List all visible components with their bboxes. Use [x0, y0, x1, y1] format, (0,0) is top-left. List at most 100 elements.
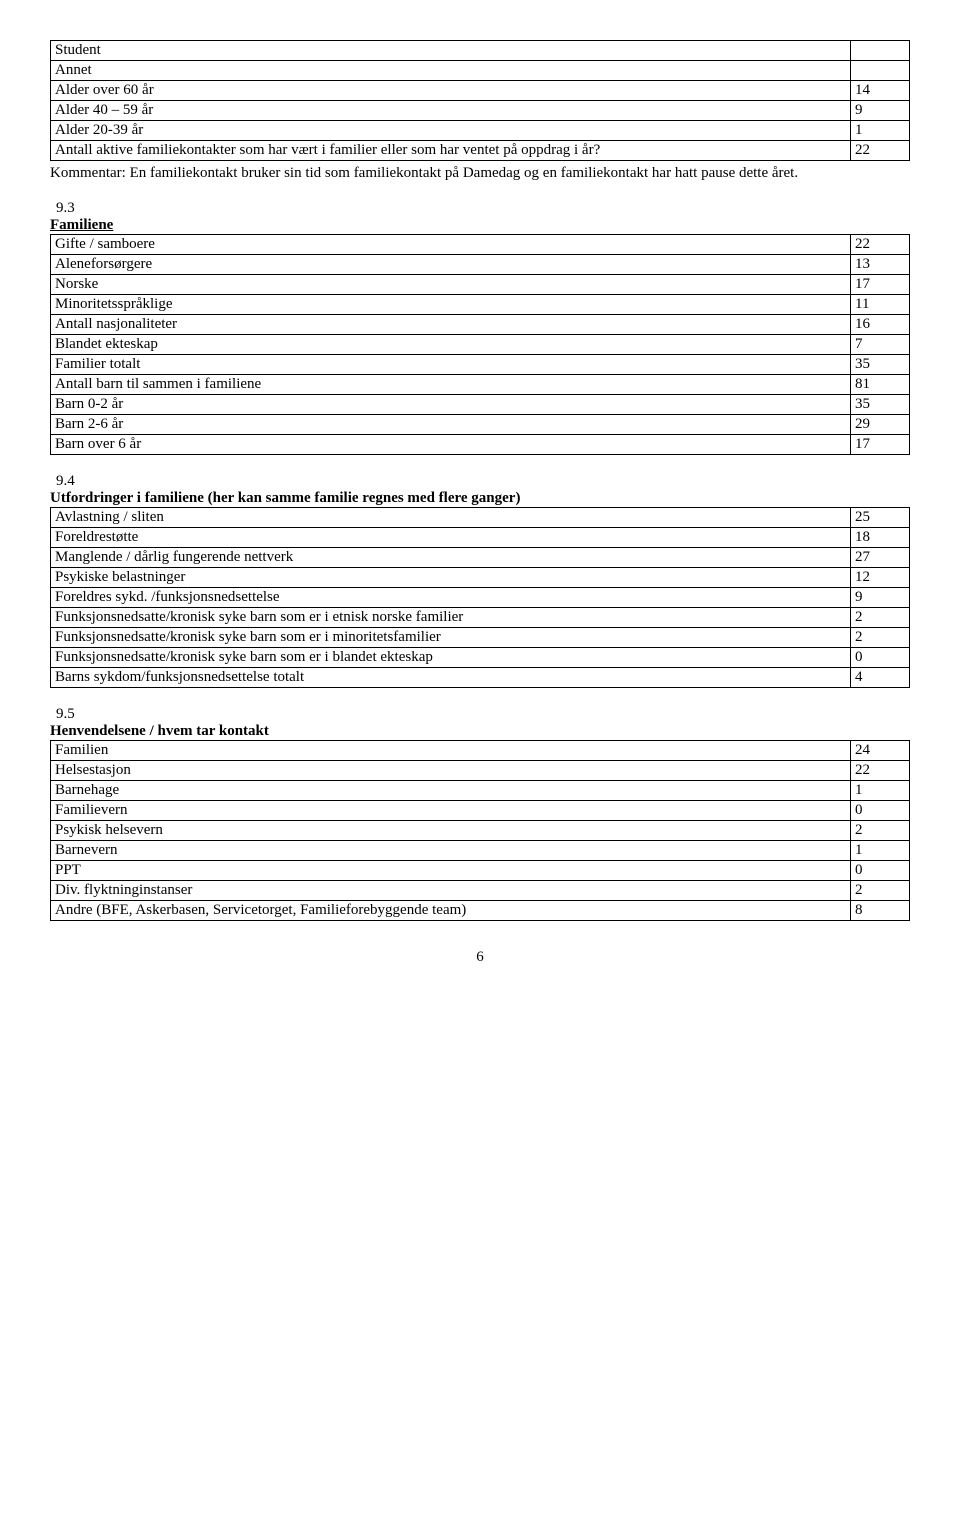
row-label: Alder 40 – 59 år — [51, 101, 851, 121]
row-label: Barnehage — [51, 781, 851, 801]
table-row: Barn 0-2 år35 — [51, 395, 910, 415]
section-9-4-number: 9.4 — [56, 473, 910, 490]
row-value: 25 — [851, 508, 910, 528]
table-row: Barn 2-6 år29 — [51, 415, 910, 435]
row-label: Gifte / samboere — [51, 235, 851, 255]
row-value: 16 — [851, 315, 910, 335]
table-row: Alder 20-39 år1 — [51, 121, 910, 141]
table-9-5-body: Familien24Helsestasjon22Barnehage1Famili… — [51, 741, 910, 921]
table-row: Antall nasjonaliteter16 — [51, 315, 910, 335]
row-label: Annet — [51, 61, 851, 81]
row-label: Student — [51, 41, 851, 61]
section-9-3-title: Familiene — [50, 217, 910, 234]
row-label: Foreldres sykd. /funksjonsnedsettelse — [51, 588, 851, 608]
table-row: Norske17 — [51, 275, 910, 295]
row-value: 0 — [851, 801, 910, 821]
table-row: Div. flyktninginstanser2 — [51, 881, 910, 901]
table-row: Barnevern1 — [51, 841, 910, 861]
row-label: Familievern — [51, 801, 851, 821]
row-label: Foreldrestøtte — [51, 528, 851, 548]
table-row: Alder 40 – 59 år9 — [51, 101, 910, 121]
row-label: Funksjonsnedsatte/kronisk syke barn som … — [51, 608, 851, 628]
row-label: Alder 20-39 år — [51, 121, 851, 141]
row-value: 4 — [851, 668, 910, 688]
table-9-3-body: Gifte / samboere22Aleneforsørgere13Norsk… — [51, 235, 910, 455]
row-value: 8 — [851, 901, 910, 921]
row-label: PPT — [51, 861, 851, 881]
table-row: Psykisk helsevern2 — [51, 821, 910, 841]
table-row: Antall barn til sammen i familiene81 — [51, 375, 910, 395]
row-value: 9 — [851, 588, 910, 608]
row-value: 35 — [851, 355, 910, 375]
table-row: Manglende / dårlig fungerende nettverk27 — [51, 548, 910, 568]
row-value: 2 — [851, 608, 910, 628]
table-row: Annet — [51, 61, 910, 81]
row-value: 22 — [851, 141, 910, 161]
row-value: 17 — [851, 435, 910, 455]
table-row: Antall aktive familiekontakter som har v… — [51, 141, 910, 161]
row-value: 2 — [851, 821, 910, 841]
table-row: Gifte / samboere22 — [51, 235, 910, 255]
row-label: Psykiske belastninger — [51, 568, 851, 588]
table-row: Barnehage1 — [51, 781, 910, 801]
row-label: Funksjonsnedsatte/kronisk syke barn som … — [51, 648, 851, 668]
table-row: Barns sykdom/funksjonsnedsettelse totalt… — [51, 668, 910, 688]
table-row: Avlastning / sliten25 — [51, 508, 910, 528]
section-9-4-title: Utfordringer i familiene (her kan samme … — [50, 490, 910, 507]
row-label: Helsestasjon — [51, 761, 851, 781]
row-label: Barn over 6 år — [51, 435, 851, 455]
row-label: Minoritetsspråklige — [51, 295, 851, 315]
row-value — [851, 61, 910, 81]
table-9-4-body: Avlastning / sliten25Foreldrestøtte18Man… — [51, 508, 910, 688]
row-label: Aleneforsørgere — [51, 255, 851, 275]
table-9-3: Gifte / samboere22Aleneforsørgere13Norsk… — [50, 234, 910, 455]
table-row: Familier totalt35 — [51, 355, 910, 375]
table-row: Familien24 — [51, 741, 910, 761]
table-row: Minoritetsspråklige11 — [51, 295, 910, 315]
row-label: Div. flyktninginstanser — [51, 881, 851, 901]
row-value: 14 — [851, 81, 910, 101]
table-row: Familievern0 — [51, 801, 910, 821]
row-label: Blandet ekteskap — [51, 335, 851, 355]
row-value: 17 — [851, 275, 910, 295]
row-value: 12 — [851, 568, 910, 588]
table-row: Helsestasjon22 — [51, 761, 910, 781]
table-row: Foreldrestøtte18 — [51, 528, 910, 548]
table-row: Funksjonsnedsatte/kronisk syke barn som … — [51, 628, 910, 648]
row-label: Manglende / dårlig fungerende nettverk — [51, 548, 851, 568]
row-label: Familien — [51, 741, 851, 761]
row-value: 2 — [851, 628, 910, 648]
table-row: PPT0 — [51, 861, 910, 881]
row-value: 1 — [851, 121, 910, 141]
table-row: Barn over 6 år17 — [51, 435, 910, 455]
row-label: Alder over 60 år — [51, 81, 851, 101]
row-value: 13 — [851, 255, 910, 275]
row-value: 81 — [851, 375, 910, 395]
page-number: 6 — [50, 949, 910, 966]
row-value — [851, 41, 910, 61]
row-label: Barnevern — [51, 841, 851, 861]
table-row: Funksjonsnedsatte/kronisk syke barn som … — [51, 648, 910, 668]
table-row: Andre (BFE, Askerbasen, Servicetorget, F… — [51, 901, 910, 921]
row-label: Familier totalt — [51, 355, 851, 375]
table-row: Aleneforsørgere13 — [51, 255, 910, 275]
row-value: 9 — [851, 101, 910, 121]
commentary-note: Kommentar: En familiekontakt bruker sin … — [50, 165, 910, 182]
row-label: Psykisk helsevern — [51, 821, 851, 841]
section-9-5-number: 9.5 — [56, 706, 910, 723]
table-top-body: StudentAnnetAlder over 60 år14Alder 40 –… — [51, 41, 910, 161]
row-label: Antall barn til sammen i familiene — [51, 375, 851, 395]
row-value: 29 — [851, 415, 910, 435]
row-value: 27 — [851, 548, 910, 568]
row-value: 18 — [851, 528, 910, 548]
table-row: Foreldres sykd. /funksjonsnedsettelse9 — [51, 588, 910, 608]
row-value: 7 — [851, 335, 910, 355]
row-value: 1 — [851, 841, 910, 861]
row-label: Barns sykdom/funksjonsnedsettelse totalt — [51, 668, 851, 688]
row-value: 11 — [851, 295, 910, 315]
row-label: Antall nasjonaliteter — [51, 315, 851, 335]
row-value: 0 — [851, 648, 910, 668]
row-label: Barn 0-2 år — [51, 395, 851, 415]
row-value: 2 — [851, 881, 910, 901]
row-value: 24 — [851, 741, 910, 761]
